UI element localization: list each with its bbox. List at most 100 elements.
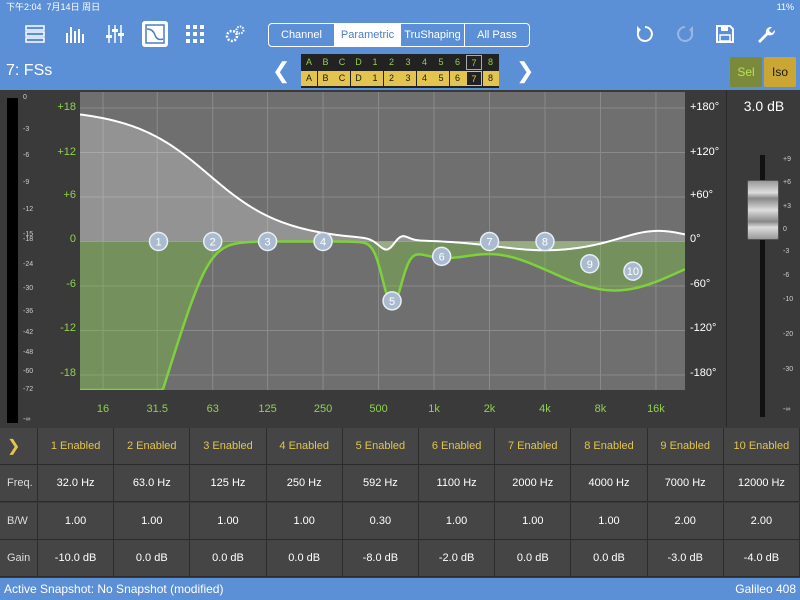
grid-output-7[interactable]: 7 [466, 71, 482, 86]
band-freq-field[interactable]: 32.0 Hz [38, 465, 115, 502]
grid-output-3[interactable]: 3 [400, 71, 416, 86]
tab-parametric[interactable]: Parametric [335, 24, 401, 46]
grid-output-2[interactable]: 2 [383, 71, 400, 86]
band-freq-field[interactable]: 125 Hz [190, 465, 267, 502]
grid-input-3[interactable]: 3 [405, 57, 411, 67]
grid-input-D[interactable]: D [355, 57, 362, 67]
grid-input-A[interactable]: A [305, 57, 312, 67]
band-enabled-toggle[interactable]: 2 Enabled [114, 428, 191, 465]
band-gain-field[interactable]: -3.0 dB [647, 540, 724, 577]
band-gain-field[interactable]: 0.0 dB [190, 540, 267, 577]
band-enabled-toggle[interactable]: 8 Enabled [571, 428, 648, 465]
next-channel-icon[interactable]: ❯ [516, 58, 535, 83]
band-enabled-toggle[interactable]: 7 Enabled [495, 428, 572, 465]
band-gain-field[interactable]: -2.0 dB [419, 540, 496, 577]
fader-track[interactable] [760, 155, 765, 417]
grid-output-4[interactable]: 4 [416, 71, 433, 86]
sel-button[interactable]: Sel [730, 57, 762, 87]
grid-output-1[interactable]: 1 [367, 71, 383, 86]
fader-tick: -6 [783, 272, 790, 279]
band-bw-field[interactable]: 2.00 [723, 503, 800, 540]
band-bw-field[interactable]: 2.00 [647, 503, 724, 540]
band-enabled-toggle[interactable]: 1 Enabled [38, 428, 115, 465]
grid-input-5[interactable]: 5 [438, 57, 444, 67]
band-freq-field[interactable]: 7000 Hz [647, 465, 724, 502]
band-handle-3[interactable] [257, 231, 278, 252]
matrix-icon[interactable] [182, 21, 208, 47]
grid-output-B[interactable]: B [317, 71, 334, 86]
wrench-icon[interactable] [752, 21, 778, 47]
band-bw-field[interactable]: 1.00 [495, 503, 572, 540]
band-enabled-toggle[interactable]: 6 Enabled [419, 428, 496, 465]
band-freq-field[interactable]: 2000 Hz [495, 465, 572, 502]
band-freq-field[interactable]: 4000 Hz [571, 465, 648, 502]
grid-output-6[interactable]: 6 [449, 71, 466, 86]
tab-channel[interactable]: Channel [269, 24, 335, 46]
band-enabled-toggle[interactable]: 10 Enabled [723, 428, 800, 465]
grid-input-8[interactable]: 8 [487, 57, 493, 67]
grid-output-C[interactable]: C [334, 71, 350, 86]
band-gain-field[interactable]: -10.0 dB [38, 540, 115, 577]
tab-all-pass[interactable]: All Pass [477, 29, 517, 41]
redo-icon[interactable] [672, 21, 698, 47]
band-bw-field[interactable]: 1.00 [266, 503, 343, 540]
gain-axis-label: -12 [60, 322, 76, 334]
band-freq-field[interactable]: 250 Hz [266, 465, 343, 502]
band-bw-field[interactable]: 1.00 [571, 503, 648, 540]
band-handle-10[interactable] [623, 261, 643, 281]
band-gain-field[interactable]: -8.0 dB [342, 540, 419, 577]
fader-handle[interactable] [747, 180, 779, 240]
band-freq-field[interactable]: 63.0 Hz [114, 465, 191, 502]
band-gain-field[interactable]: 0.0 dB [495, 540, 572, 577]
band-enabled-toggle[interactable]: 4 Enabled [266, 428, 343, 465]
band-bw-field[interactable]: 0.30 [342, 503, 419, 540]
grid-output-8[interactable]: 8 [482, 71, 499, 86]
band-freq-field[interactable]: 592 Hz [342, 465, 419, 502]
band-handle-7[interactable] [479, 231, 500, 252]
tab-trushaping[interactable]: TruShaping [401, 24, 465, 46]
band-gain-field[interactable]: 0.0 dB [266, 540, 343, 577]
band-bw-field[interactable]: 1.00 [190, 503, 267, 540]
eq-graph[interactable]: 1 2 3 4 5 6 7 8 9 10 [80, 92, 685, 390]
band-enabled-toggle[interactable]: 3 Enabled [190, 428, 267, 465]
band-enabled-toggle[interactable]: 9 Enabled [647, 428, 724, 465]
grid-input-C[interactable]: C [338, 57, 346, 67]
band-bw-field[interactable]: 1.00 [114, 503, 191, 540]
graph-icon[interactable] [142, 21, 168, 47]
processing-icon[interactable] [22, 21, 48, 47]
prev-channel-icon[interactable]: ❮ [272, 58, 291, 83]
band-bw-field[interactable]: 1.00 [38, 503, 115, 540]
band-bw-field[interactable]: 1.00 [419, 503, 496, 540]
band-handle-5[interactable] [382, 291, 402, 311]
band-enabled-toggle[interactable]: 5 Enabled [342, 428, 419, 465]
settings-icon[interactable] [222, 21, 248, 47]
grid-output-5[interactable]: 5 [433, 71, 449, 86]
band-freq-field[interactable]: 12000 Hz [723, 465, 800, 502]
band-freq-field[interactable]: 1100 Hz [419, 465, 496, 502]
band-gain-field[interactable]: 0.0 dB [571, 540, 648, 577]
grid-input-6[interactable]: 6 [454, 57, 460, 67]
band-handle-2[interactable] [202, 231, 223, 252]
band-gain-field[interactable]: 0.0 dB [114, 540, 191, 577]
band-gain-field[interactable]: -4.0 dB [723, 540, 800, 577]
status-time: 下午2:04 7月14日 周日 [6, 2, 101, 12]
eq-bars-icon[interactable] [62, 21, 88, 47]
grid-output-A[interactable]: A [301, 71, 317, 86]
band-handle-4[interactable] [313, 231, 333, 252]
band-handle-6[interactable] [431, 246, 452, 267]
save-icon[interactable] [712, 21, 738, 47]
iso-button[interactable]: Iso [764, 57, 796, 87]
grid-input-B[interactable]: B [322, 57, 329, 67]
grid-input-2[interactable]: 2 [388, 57, 394, 67]
band-handle-9[interactable] [580, 254, 600, 274]
sliders-icon[interactable] [102, 21, 128, 47]
undo-icon[interactable] [632, 21, 658, 47]
band-handle-1[interactable] [148, 231, 169, 252]
band-handle-8[interactable] [535, 231, 555, 252]
grid-input-4[interactable]: 4 [421, 57, 427, 67]
grid-input-1[interactable]: 1 [372, 57, 378, 67]
grid-output-D[interactable]: D [350, 71, 367, 86]
grid-input-7[interactable]: 7 [466, 55, 482, 70]
expand-chevron-icon[interactable]: ❯ [0, 428, 38, 465]
